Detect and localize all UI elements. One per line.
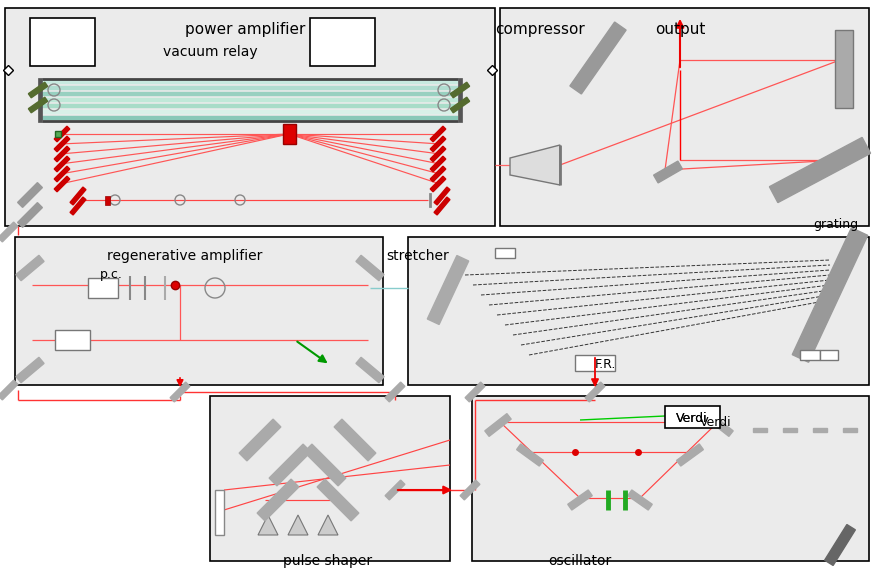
Polygon shape (317, 479, 359, 521)
Bar (500, 8, 869, 226)
Polygon shape (54, 166, 70, 182)
Polygon shape (460, 480, 480, 500)
Polygon shape (517, 444, 544, 466)
Polygon shape (385, 480, 405, 500)
Polygon shape (0, 380, 17, 400)
Polygon shape (753, 428, 767, 432)
Bar (835, 30, 853, 108)
Polygon shape (54, 136, 70, 152)
Text: oscillator: oscillator (548, 554, 612, 568)
Bar (472, 396, 869, 561)
Polygon shape (385, 382, 405, 402)
Bar (88, 278, 118, 298)
Polygon shape (465, 382, 485, 402)
Polygon shape (430, 126, 446, 142)
Polygon shape (54, 156, 70, 172)
Text: Verdi: Verdi (700, 416, 732, 429)
Polygon shape (257, 479, 299, 521)
Polygon shape (570, 22, 626, 94)
Text: vacuum relay: vacuum relay (163, 45, 257, 59)
Polygon shape (70, 187, 86, 205)
Polygon shape (585, 382, 605, 402)
Polygon shape (783, 428, 797, 432)
Polygon shape (318, 515, 338, 535)
Polygon shape (334, 419, 376, 461)
Polygon shape (170, 382, 190, 402)
Text: output: output (655, 22, 705, 37)
Polygon shape (54, 176, 70, 192)
Polygon shape (434, 197, 450, 215)
Bar (5, 8, 495, 226)
Text: pulse shaper: pulse shaper (283, 554, 372, 568)
Polygon shape (450, 82, 469, 98)
Bar (55, 330, 90, 350)
Polygon shape (792, 228, 868, 362)
Text: Verdi: Verdi (676, 412, 708, 425)
Bar (495, 248, 515, 258)
Polygon shape (356, 357, 384, 383)
Bar (210, 396, 450, 561)
Text: regenerative amplifier: regenerative amplifier (108, 249, 263, 263)
Polygon shape (654, 161, 683, 183)
Polygon shape (430, 166, 446, 182)
Polygon shape (450, 97, 469, 113)
Polygon shape (485, 414, 511, 436)
Text: Verdi: Verdi (676, 412, 708, 425)
Polygon shape (568, 490, 593, 510)
Polygon shape (510, 145, 560, 185)
Text: compressor: compressor (496, 22, 585, 37)
Bar (38, 78, 42, 122)
Polygon shape (239, 419, 281, 461)
Polygon shape (427, 256, 468, 324)
Bar (283, 124, 296, 144)
Polygon shape (28, 97, 47, 113)
Polygon shape (769, 137, 871, 203)
Polygon shape (258, 515, 278, 535)
Polygon shape (430, 156, 446, 172)
Polygon shape (843, 428, 857, 432)
Polygon shape (430, 146, 446, 162)
Polygon shape (813, 428, 827, 432)
Polygon shape (16, 357, 44, 383)
Text: F.R.: F.R. (595, 358, 616, 371)
Bar (665, 406, 720, 428)
Text: grating: grating (813, 218, 858, 231)
Bar (215, 490, 224, 535)
Polygon shape (269, 444, 311, 486)
Text: power amplifier: power amplifier (184, 22, 305, 37)
Polygon shape (288, 515, 308, 535)
Polygon shape (16, 255, 44, 281)
Bar (800, 350, 820, 360)
Bar (458, 78, 462, 122)
Polygon shape (54, 126, 70, 142)
Polygon shape (430, 136, 446, 152)
Bar (30, 18, 95, 66)
Bar (15, 237, 383, 385)
Polygon shape (676, 444, 704, 466)
Bar (105, 196, 110, 205)
Polygon shape (825, 524, 856, 566)
Polygon shape (304, 444, 346, 486)
Polygon shape (707, 414, 733, 436)
Text: stretcher: stretcher (386, 249, 449, 263)
Polygon shape (17, 203, 42, 227)
Bar (820, 350, 838, 360)
Polygon shape (54, 146, 70, 162)
Bar (408, 237, 869, 385)
Text: p.c.: p.c. (100, 268, 123, 281)
Bar (310, 18, 375, 66)
Polygon shape (70, 197, 86, 215)
Polygon shape (628, 490, 652, 510)
Polygon shape (356, 255, 384, 281)
Polygon shape (0, 222, 17, 242)
Bar (575, 355, 615, 371)
Polygon shape (17, 183, 42, 207)
Polygon shape (434, 187, 450, 205)
Polygon shape (430, 176, 446, 192)
Polygon shape (28, 82, 47, 98)
